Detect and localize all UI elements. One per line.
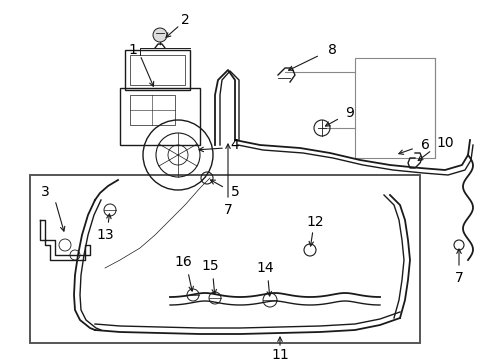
Bar <box>130 95 175 125</box>
Text: 14: 14 <box>256 261 273 275</box>
Text: 10: 10 <box>435 136 453 150</box>
Bar <box>125 50 190 90</box>
Text: 7: 7 <box>454 271 463 285</box>
Text: 16: 16 <box>174 255 191 269</box>
Text: 2: 2 <box>180 13 189 27</box>
Text: 12: 12 <box>305 215 323 229</box>
Bar <box>130 55 184 85</box>
Text: 1: 1 <box>128 43 137 57</box>
Bar <box>354 58 434 158</box>
Text: 8: 8 <box>327 43 336 57</box>
Text: 7: 7 <box>223 203 232 217</box>
Text: 4: 4 <box>230 138 239 152</box>
Bar <box>120 88 200 145</box>
Text: 5: 5 <box>230 185 239 199</box>
Bar <box>30 175 419 343</box>
Circle shape <box>153 28 167 42</box>
Text: 15: 15 <box>201 259 218 273</box>
Text: 11: 11 <box>270 348 288 360</box>
Text: 6: 6 <box>420 138 428 152</box>
Text: 3: 3 <box>41 185 49 199</box>
Text: 9: 9 <box>345 106 354 120</box>
Text: 13: 13 <box>96 228 114 242</box>
